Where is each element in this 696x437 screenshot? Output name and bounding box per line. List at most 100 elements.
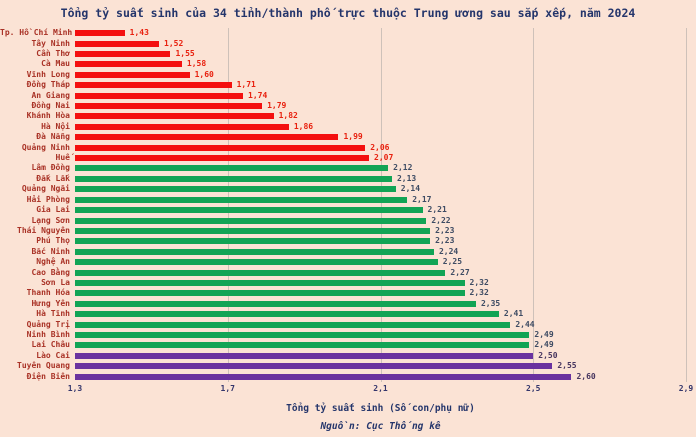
bar <box>75 92 244 99</box>
chart-row: Hà Nội 1,86 <box>0 122 696 132</box>
bar <box>75 363 553 370</box>
category-label: Vĩnh Long <box>26 69 70 79</box>
value-label: 2,55 <box>557 361 577 371</box>
value-label: 1,74 <box>248 90 268 100</box>
chart-row: Điện Biên 2,60 <box>0 371 696 381</box>
bar-track: 1,52 <box>75 38 686 48</box>
bar <box>75 82 232 89</box>
bar-track: 1,74 <box>75 90 686 100</box>
chart-row: Lai Châu 2,49 <box>0 340 696 350</box>
bar <box>75 30 125 37</box>
value-label: 2,49 <box>534 329 554 339</box>
category-label: Đắk Lắk <box>36 173 70 183</box>
bar-track: 1,60 <box>75 70 686 80</box>
category-label: Lâm Đồng <box>31 163 70 173</box>
x-tick-label: 2,1 <box>373 384 388 393</box>
category-label: Đồng Nai <box>31 101 70 111</box>
gridline-layer <box>75 28 687 382</box>
chart-row: Đồng Nai 1,79 <box>0 101 696 111</box>
value-label: 1,99 <box>343 132 363 142</box>
bar <box>75 331 530 338</box>
bar <box>75 238 431 245</box>
value-label: 2,06 <box>370 142 390 152</box>
value-label: 2,41 <box>503 309 524 319</box>
bar-track: 2,35 <box>75 299 686 309</box>
bar-track: 2,23 <box>75 236 686 246</box>
bar <box>75 279 465 286</box>
chart-row: Phú Thọ 2,23 <box>0 236 696 246</box>
bar-track: 2,07 <box>75 153 686 163</box>
value-label: 2,23 <box>435 236 455 246</box>
bar-track: 1,86 <box>75 122 686 132</box>
bar-track: 2,24 <box>75 247 686 257</box>
category-label: Hà Nội <box>41 121 70 131</box>
value-label: 2,50 <box>538 350 558 360</box>
bar-track: 2,50 <box>75 351 686 361</box>
bar-track: 2,49 <box>75 330 686 340</box>
chart-row: Hà Tĩnh 2,41 <box>0 309 696 319</box>
chart-row: Khánh Hòa 1,82 <box>0 111 696 121</box>
bar <box>75 248 434 255</box>
x-tick-label: 1,7 <box>220 384 235 393</box>
value-label: 2,14 <box>400 184 421 194</box>
x-axis-label: Tổng tỷ suất sinh (Số con/phụ nữ) <box>286 403 475 414</box>
bar <box>75 155 370 162</box>
bar-track: 2,32 <box>75 288 686 298</box>
bar <box>75 51 171 58</box>
category-label: Tp. Hồ Chí Minh <box>0 28 73 38</box>
gridline <box>380 28 382 382</box>
bar-track: 1,43 <box>75 28 686 38</box>
bar <box>75 207 423 214</box>
bar-track: 2,27 <box>75 267 686 277</box>
value-label: 2,27 <box>450 267 470 277</box>
category-label: Tây Ninh <box>31 38 70 48</box>
value-label: 2,44 <box>515 319 535 329</box>
value-label: 2,22 <box>431 215 451 225</box>
bar <box>75 144 366 151</box>
category-label: Sơn La <box>41 277 70 287</box>
category-label: Hưng Yên <box>31 298 70 308</box>
bar <box>75 269 446 276</box>
bar <box>75 217 427 224</box>
chart-row: Gia Lai 2,21 <box>0 205 696 215</box>
category-label: Cao Bằng <box>31 267 70 277</box>
bar-rows: Tp. Hồ Chí Minh 1,43 Tây Ninh 1,52 Cần Thơ 1,… <box>0 28 696 382</box>
bar-track: 2,23 <box>75 226 686 236</box>
chart-row: Đồng Tháp 1,71 <box>0 80 696 90</box>
chart-row: An Giang 1,74 <box>0 90 696 100</box>
category-label: An Giang <box>31 90 70 100</box>
bar <box>75 342 530 349</box>
chart-row: Lạng Sơn 2,22 <box>0 215 696 225</box>
bar <box>75 40 159 47</box>
bar-track: 2,13 <box>75 174 686 184</box>
category-label: Nghệ An <box>36 257 70 267</box>
category-label: Phú Thọ <box>36 236 70 246</box>
bar <box>75 71 190 78</box>
bar <box>75 134 339 141</box>
category-label: Hải Phòng <box>26 194 70 204</box>
category-label: Quảng Ninh <box>21 142 70 152</box>
bar-track: 1,55 <box>75 49 686 59</box>
gridline <box>686 28 687 382</box>
value-label: 1,71 <box>236 80 256 90</box>
chart-row: Sơn La 2,32 <box>0 278 696 288</box>
category-label: Ninh Bình <box>26 329 70 339</box>
bar <box>75 373 572 380</box>
chart-row: Đà Nẵng 1,99 <box>0 132 696 142</box>
value-label: 1,52 <box>164 38 184 48</box>
chart-title: Tổng tỷ suất sinh của 34 tỉnh/thành phố … <box>60 6 636 20</box>
category-label: Điện Biên <box>26 371 70 381</box>
bar <box>75 311 499 318</box>
chart-row: Lào Cai 2,50 <box>0 351 696 361</box>
chart-row: Tây Ninh 1,52 <box>0 38 696 48</box>
category-label: Khánh Hòa <box>26 111 70 121</box>
value-label: 1,60 <box>194 69 214 79</box>
chart-row: Thanh Hóa 2,32 <box>0 288 696 298</box>
bar <box>75 175 392 182</box>
value-label: 2,32 <box>469 277 489 287</box>
value-label: 2,07 <box>374 153 394 163</box>
category-label: Lạng Sơn <box>31 215 70 225</box>
bar-track: 2,06 <box>75 142 686 152</box>
category-label: Huế <box>55 153 70 163</box>
